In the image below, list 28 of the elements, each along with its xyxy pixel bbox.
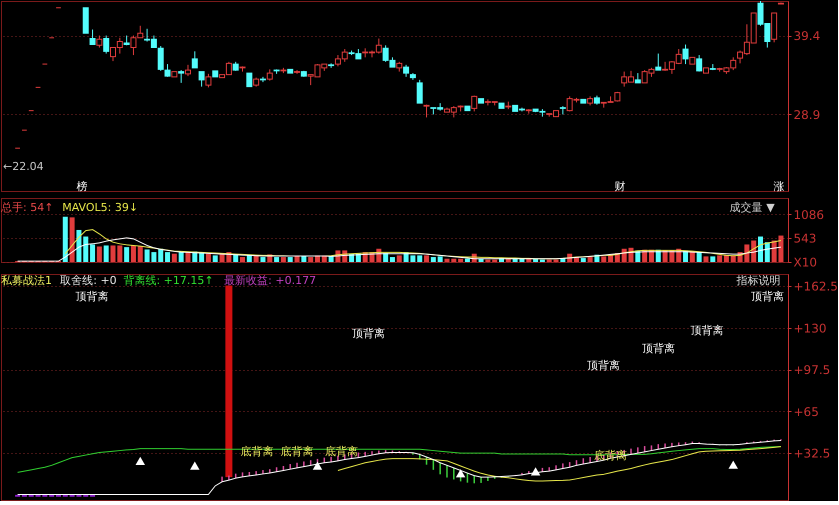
y-tick-label: 28.9: [794, 108, 820, 122]
annotation: 最新收益: +0.177: [224, 274, 316, 287]
y-tick-label: X10: [794, 256, 817, 270]
annotation: 财: [614, 180, 626, 193]
y-tick-label: +65: [794, 404, 819, 419]
annotation: 背离线: +17.15↑: [123, 274, 214, 287]
annotation: 私募战法1: [1, 274, 52, 287]
annotation: 榜: [76, 180, 88, 193]
annotation: 顶背离: [75, 290, 108, 303]
annotation: 顶背离: [750, 290, 784, 303]
y-tick-label: +97.5: [794, 363, 830, 378]
annotation: 顶背离: [352, 327, 385, 340]
y-tick-label: 1086: [794, 208, 824, 222]
y-tick-label: +162.5: [794, 280, 838, 294]
annotation: 取舍线: +0: [60, 274, 117, 287]
annotation: 指标说明: [736, 274, 781, 287]
annotation: MAVOL5: 39↓: [62, 201, 138, 214]
annotation: 总手: 54↑: [0, 201, 54, 214]
y-tick-label: +32.5: [794, 446, 830, 461]
y-tick-label: +130: [794, 321, 826, 336]
y-tick-label: 39.4: [794, 29, 820, 44]
annotation: 顶背离: [642, 342, 676, 355]
annotation: 顶背离: [690, 324, 724, 337]
annotation: 成交量 ▼: [730, 201, 776, 214]
annotation: ←22.04: [2, 160, 44, 173]
y-tick-label: 543: [794, 232, 816, 246]
annotation: 顶背离: [586, 359, 620, 372]
annotation: 涨: [774, 180, 785, 193]
